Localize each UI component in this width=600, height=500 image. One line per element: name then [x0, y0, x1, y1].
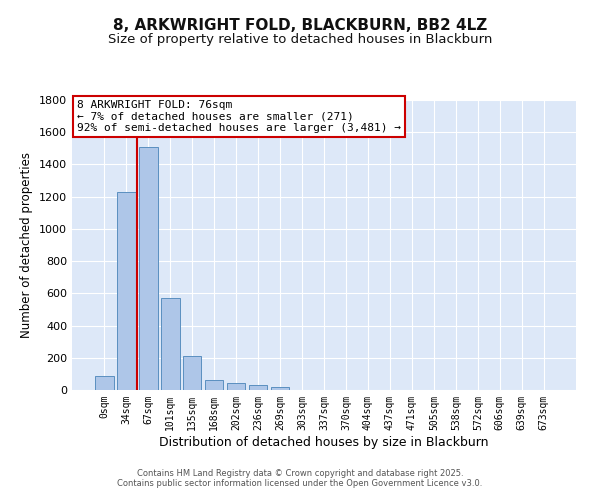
Text: Contains HM Land Registry data © Crown copyright and database right 2025.: Contains HM Land Registry data © Crown c…: [137, 468, 463, 477]
Bar: [249, 385, 268, 390]
Text: 8 ARKWRIGHT FOLD: 76sqm
← 7% of detached houses are smaller (271)
92% of semi-de: 8 ARKWRIGHT FOLD: 76sqm ← 7% of detached…: [77, 100, 401, 133]
Bar: [95, 376, 113, 390]
Bar: [139, 146, 158, 390]
Bar: [161, 298, 179, 390]
Bar: [205, 380, 223, 390]
Bar: [117, 192, 136, 390]
Text: 8, ARKWRIGHT FOLD, BLACKBURN, BB2 4LZ: 8, ARKWRIGHT FOLD, BLACKBURN, BB2 4LZ: [113, 18, 487, 32]
Text: Size of property relative to detached houses in Blackburn: Size of property relative to detached ho…: [108, 32, 492, 46]
Bar: [271, 387, 289, 390]
Bar: [227, 383, 245, 390]
Bar: [183, 356, 202, 390]
X-axis label: Distribution of detached houses by size in Blackburn: Distribution of detached houses by size …: [159, 436, 489, 448]
Y-axis label: Number of detached properties: Number of detached properties: [20, 152, 34, 338]
Text: Contains public sector information licensed under the Open Government Licence v3: Contains public sector information licen…: [118, 478, 482, 488]
